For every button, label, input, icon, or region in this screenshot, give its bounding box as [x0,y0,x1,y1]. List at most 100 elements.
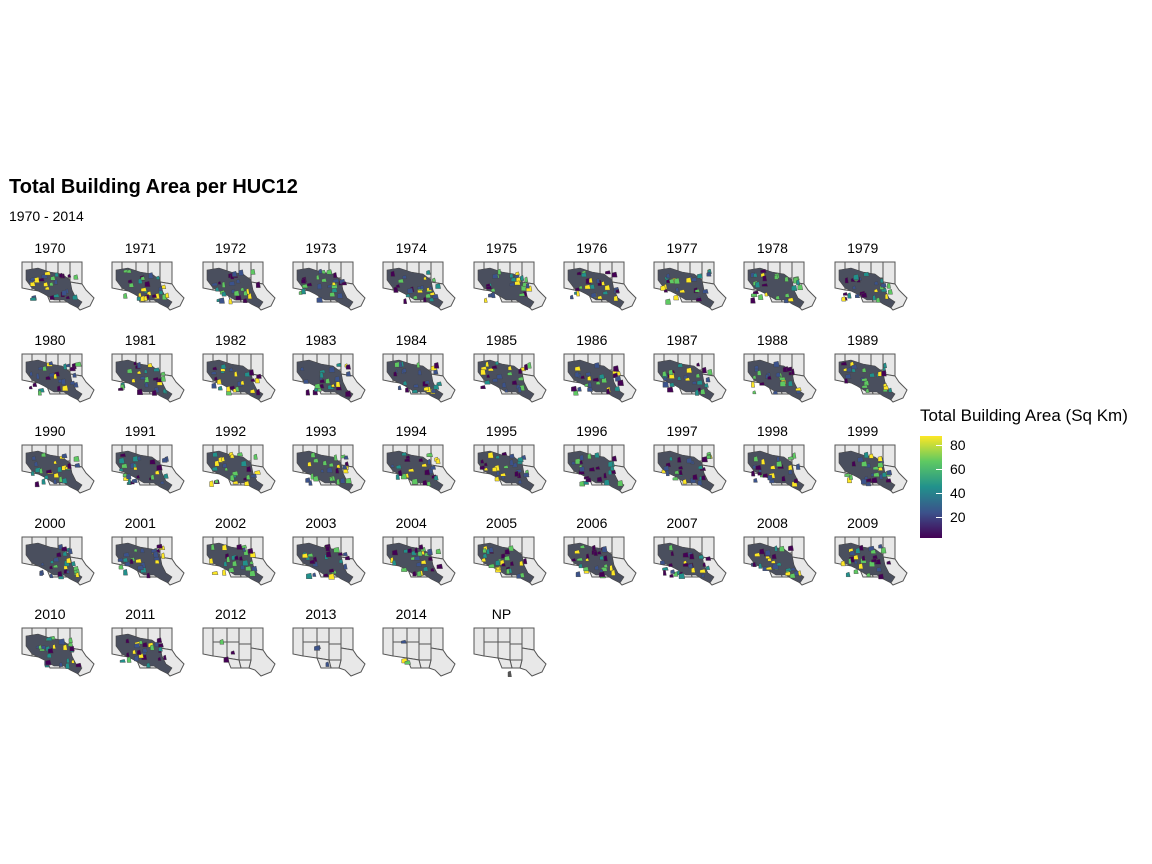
huc12-cell [758,294,764,300]
huc12-cell [503,555,510,561]
huc12-cell [34,461,39,467]
huc12-cell [772,553,778,559]
huc-boundary [392,641,408,659]
huc12-cell [162,457,168,463]
huc12-cell [585,477,592,483]
huc12-cell [345,477,352,484]
huc12-cell [243,290,248,296]
huc12-cell [404,660,412,666]
huc12-cell [250,268,256,275]
huc12-cell [44,271,51,276]
huc12-cell [313,475,319,482]
huc12-cell [49,565,54,570]
huc-boundary [430,627,444,651]
huc12-cell [759,381,766,386]
huc12-cell [509,560,514,566]
huc12-cell [249,388,256,393]
huc12-cell [426,452,434,458]
huc12-cell [436,458,441,464]
huc12-cell [579,480,585,487]
huc12-cell [242,298,248,303]
huc12-cell [667,386,674,392]
huc12-cell [337,292,344,299]
huc12-cell [598,373,605,379]
huc-map [202,261,276,311]
huc12-cell [138,292,143,298]
huc12-cell [123,568,129,576]
huc12-cell [341,281,347,286]
huc12-cell [211,282,218,287]
facet-panel: 2005 [464,515,554,603]
huc12-cell [158,646,164,652]
huc12-cell [232,480,239,485]
huc-map [473,444,547,494]
huc12-cell [331,287,338,293]
panel-year-label: 1972 [215,240,247,256]
urban-core-region [477,267,534,309]
huc12-cell [144,280,151,287]
huc12-cell [126,473,132,480]
huc12-cell [686,277,692,283]
huc12-cell [233,370,238,377]
huc12-cell [332,278,340,283]
legend-title: Total Building Area (Sq Km) [920,406,1128,425]
huc12-cell [840,560,846,566]
huc12-cell [503,465,509,469]
huc-boundary [292,627,304,658]
huc12-cell [495,455,500,460]
panel-year-label: 1989 [847,331,879,348]
huc12-cell [314,382,321,389]
huc12-cell [776,371,782,377]
huc12-cell [679,469,683,476]
huc12-cell [223,560,228,567]
huc12-cell [886,470,892,476]
huc12-cell [428,556,434,561]
huc12-cell [771,559,777,564]
huc-boundary [69,444,83,468]
huc12-cell [132,455,139,462]
huc-map [563,353,637,403]
huc12-cell [63,362,68,370]
huc12-cell [245,466,252,473]
huc12-cell [699,568,707,573]
huc12-cell [303,378,309,384]
huc12-cell [770,465,777,470]
huc12-cell [228,367,234,372]
huc12-cell [402,274,408,280]
huc12-cell [484,379,490,385]
huc12-cell [689,552,695,560]
huc12-cell [307,461,312,467]
huc12-cell [881,472,887,478]
huc12-cell [211,466,218,472]
huc12-cell [158,643,165,648]
huc12-cell [141,276,146,281]
huc12-cell [68,642,74,647]
urban-core-region [838,450,896,492]
huc12-cell [132,649,137,655]
huc12-cell [73,381,79,388]
huc12-cell [505,567,510,574]
huc12-cell [669,381,675,387]
huc12-cell [40,562,45,566]
panel-year-label: 2009 [847,514,879,531]
huc12-cell [701,573,706,578]
huc-boundary [406,627,420,643]
huc12-cell [579,454,584,461]
huc12-cell [753,374,758,379]
huc12-cell [221,291,227,297]
huc12-cell [420,285,425,290]
panel-year-label: 2001 [124,514,156,531]
huc12-cell [149,459,157,465]
huc12-cell [75,361,82,367]
huc12-cell [221,281,226,288]
huc12-cell [57,384,62,391]
huc12-cell [326,269,333,275]
facet-panel: 1992 [193,423,283,511]
panel-year-label: 1976 [576,240,608,256]
huc12-cell [751,380,756,388]
huc12-cell [697,479,703,486]
huc12-cell [61,378,67,385]
huc12-cell [29,385,33,389]
huc12-cell [306,572,313,579]
huc12-cell [69,366,76,371]
